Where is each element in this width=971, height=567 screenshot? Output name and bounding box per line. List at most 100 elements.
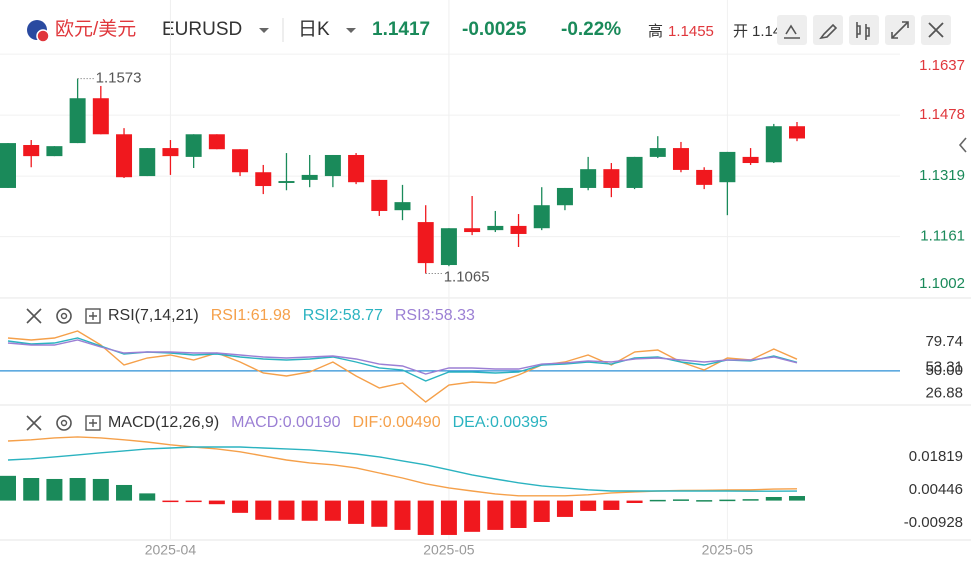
candle-body: [348, 154, 365, 183]
histogram-bar: [46, 478, 63, 501]
candle-body: [278, 181, 295, 183]
candle-body: [556, 187, 573, 206]
toolbar: [777, 15, 951, 45]
tool-button[interactable]: [849, 15, 879, 45]
candle-body: [185, 134, 202, 157]
candle-body: [696, 169, 713, 185]
legend-entry: DEA:0.00395: [453, 414, 548, 431]
candle-body: [580, 169, 597, 188]
y-tick-label: 1.1002: [919, 275, 965, 292]
histogram-bar: [603, 500, 620, 510]
candle-body: [371, 179, 388, 211]
histogram-bar: [69, 478, 86, 501]
histogram-bar: [765, 496, 782, 501]
candle-body: [719, 151, 736, 183]
histogram-bar: [301, 500, 318, 521]
close-icon[interactable]: [26, 308, 42, 324]
add-icon: [89, 312, 97, 320]
candle-body: [116, 134, 133, 178]
x-tick-label: 2025-05: [702, 542, 754, 558]
histogram-bar: [696, 500, 713, 502]
y-tick-label: 1.1637: [919, 57, 965, 74]
histogram-bar: [348, 500, 365, 524]
pair-name[interactable]: 欧元/美元: [55, 18, 136, 40]
histogram-bar: [440, 500, 457, 535]
candle-body: [324, 154, 341, 177]
add-icon[interactable]: [85, 415, 101, 431]
candle-body: [69, 98, 86, 144]
histogram-bar: [232, 500, 249, 513]
histogram-bar: [556, 500, 573, 517]
last-price: 1.1417: [372, 19, 430, 40]
candle-body: [464, 228, 481, 233]
flag-icon: [36, 29, 50, 43]
histogram-bar: [116, 484, 133, 501]
candle-body: [162, 148, 179, 157]
y-tick-label: 1.1478: [919, 106, 965, 123]
candle-body: [789, 126, 805, 139]
candle-body: [92, 98, 109, 135]
indicator-title: MACD(12,26,9): [108, 414, 219, 431]
legend-entry: RSI2:58.77: [303, 307, 383, 324]
histogram-bar: [510, 500, 527, 528]
candle-body: [742, 156, 759, 164]
collapse-button[interactable]: [958, 137, 967, 153]
histogram-bar: [185, 500, 202, 503]
histogram-bar: [649, 499, 666, 502]
dropdown-caret[interactable]: [259, 28, 269, 33]
candle-body: [0, 143, 16, 188]
indicator-title: RSI(7,14,21): [108, 307, 199, 324]
candle-body: [301, 174, 318, 180]
candle-body: [510, 225, 527, 234]
add-icon[interactable]: [85, 308, 101, 324]
close-icon[interactable]: [26, 415, 42, 431]
symbol[interactable]: EURUSD: [162, 19, 242, 40]
indicator-line: [7, 446, 798, 492]
legend-entry: RSI1:61.98: [211, 307, 291, 324]
y-tick-label: 1.1161: [920, 228, 965, 245]
x-tick-label: 2025-04: [145, 542, 197, 558]
dropdown-caret[interactable]: [346, 28, 356, 33]
add-icon: [89, 419, 97, 427]
candle-body: [232, 149, 249, 173]
candle-body: [255, 172, 272, 187]
y-tick-label: 0.01819: [909, 448, 963, 465]
settings-icon[interactable]: [56, 415, 72, 431]
tool-icon: [891, 21, 909, 39]
settings-icon: [60, 312, 68, 320]
y-tick-label: 1.1319: [919, 167, 965, 184]
candle-body: [626, 156, 643, 188]
candle-body: [208, 134, 225, 150]
settings-icon: [60, 419, 68, 427]
settings-icon[interactable]: [56, 308, 72, 324]
histogram-bar: [580, 500, 597, 511]
histogram-bar: [92, 478, 109, 501]
histogram-bar: [417, 500, 434, 535]
price-annotation: 1.1573: [96, 70, 142, 87]
tool-icon: [856, 22, 870, 40]
candle-body: [46, 146, 63, 157]
histogram-bar: [742, 499, 759, 501]
histogram-bar: [371, 500, 388, 527]
histogram-bar: [719, 499, 736, 502]
macd-controls: [26, 415, 101, 431]
histogram-bar: [208, 500, 225, 505]
change-pct: -0.22%: [561, 19, 621, 40]
tool-icon: [819, 23, 838, 40]
histogram-bar: [533, 500, 550, 522]
tool-button[interactable]: [777, 15, 807, 45]
candle-body: [487, 225, 504, 231]
histogram-bar: [394, 500, 411, 530]
histogram-bar: [626, 500, 643, 503]
price-annotation: 1.1065: [444, 268, 490, 285]
histogram-bar: [487, 500, 504, 530]
period[interactable]: 日K: [298, 19, 330, 40]
indicator-line: [7, 339, 798, 375]
candle-body: [649, 148, 666, 157]
y-tick-label: 0.00446: [909, 481, 963, 498]
candle-body: [417, 222, 434, 264]
histogram-bar: [0, 475, 16, 501]
